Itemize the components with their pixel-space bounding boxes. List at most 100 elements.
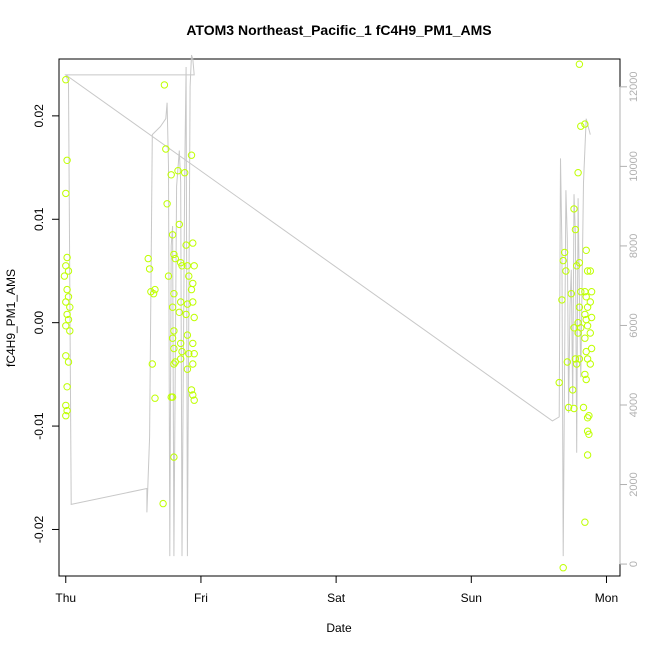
y2-tick-label: 6000 <box>628 313 640 337</box>
data-point <box>575 60 584 68</box>
y-tick-label: 0.00 <box>32 311 46 335</box>
data-point <box>183 365 192 373</box>
data-point <box>575 355 584 363</box>
data-point <box>62 401 70 410</box>
y-axis-label: fC4H9_PM1_AMS <box>4 269 18 367</box>
data-point <box>190 262 198 270</box>
data-point <box>177 298 185 306</box>
y2-axis: 0 2000 4000 6000 8000 10000 12000 <box>619 72 640 567</box>
data-point <box>182 241 190 249</box>
data-point <box>189 298 197 306</box>
data-point <box>63 383 71 391</box>
data-point <box>64 315 73 324</box>
data-point <box>189 279 197 288</box>
x-tick-label: Mon <box>595 591 618 605</box>
line-series <box>64 54 591 557</box>
data-point <box>178 262 186 270</box>
data-point <box>571 225 580 234</box>
data-point <box>168 231 177 239</box>
data-point <box>170 250 178 259</box>
data-point <box>583 414 592 422</box>
data-point <box>175 220 184 229</box>
data-point <box>190 396 198 404</box>
data-point <box>170 453 178 461</box>
data-point <box>571 355 580 363</box>
data-point <box>575 259 584 267</box>
y2-tick-label: 12000 <box>628 72 640 103</box>
y2-tick-label: 8000 <box>628 234 640 258</box>
data-point <box>60 272 69 280</box>
data-point <box>559 564 567 572</box>
data-point <box>567 290 575 298</box>
data-point <box>163 200 171 208</box>
data-point <box>585 430 593 438</box>
data-point <box>190 350 198 358</box>
data-point <box>583 322 592 330</box>
data-point <box>170 327 178 335</box>
data-point <box>178 347 186 356</box>
data-point <box>168 303 177 311</box>
data-point <box>577 288 585 296</box>
x-tick-label: Fri <box>194 591 208 605</box>
data-point <box>582 293 590 301</box>
data-point <box>559 256 567 265</box>
data-point <box>64 358 73 366</box>
x-tick-label: Thu <box>55 591 76 605</box>
data-point <box>586 298 594 306</box>
data-point <box>189 391 197 399</box>
data-point <box>190 313 198 322</box>
data-point <box>581 334 589 342</box>
data-point <box>574 169 582 177</box>
data-point <box>187 386 196 394</box>
x-tick-label: Sat <box>327 591 346 605</box>
data-point <box>159 499 167 508</box>
data-point <box>586 360 594 368</box>
data-point <box>189 360 197 368</box>
data-point <box>63 156 71 165</box>
data-point <box>586 329 594 337</box>
data-point <box>62 322 70 330</box>
data-point <box>558 296 566 304</box>
data-point <box>581 120 589 128</box>
data-point <box>63 253 71 262</box>
y-tick-label: 0.02 <box>32 104 46 128</box>
data-point <box>162 145 170 153</box>
data-point <box>587 344 596 353</box>
data-point <box>170 360 178 368</box>
data-point <box>151 285 159 294</box>
data-point <box>171 254 180 263</box>
data-point <box>564 403 573 412</box>
data-point <box>144 254 152 263</box>
data-point <box>148 360 157 368</box>
data-point <box>575 303 584 311</box>
x-tick-label: Sun <box>461 591 482 605</box>
data-point <box>64 267 73 275</box>
data-point <box>570 404 578 413</box>
data-point <box>185 350 193 358</box>
data-point <box>66 327 74 335</box>
data-point <box>577 324 585 332</box>
data-point <box>160 81 169 89</box>
data-point <box>62 352 70 360</box>
y2-tick-label: 10000 <box>628 151 640 182</box>
y-axis: -0.02 -0.01 0.00 0.01 0.02 <box>32 104 60 543</box>
data-point <box>63 310 71 319</box>
data-point <box>189 339 197 348</box>
data-point <box>582 347 590 356</box>
data-point <box>167 171 175 179</box>
y-tick-label: 0.01 <box>32 207 46 231</box>
data-point <box>555 378 563 387</box>
data-point <box>62 189 70 198</box>
chart-title: ATOM3 Northeast_Pacific_1 fC4H9_PM1_AMS <box>186 22 491 38</box>
data-point <box>577 122 585 130</box>
data-point <box>62 76 70 84</box>
data-point <box>175 308 184 316</box>
data-point <box>181 169 189 177</box>
data-point <box>187 151 196 159</box>
data-point <box>174 167 182 175</box>
data-point <box>581 310 589 319</box>
data-point <box>587 313 596 322</box>
data-point <box>63 406 71 415</box>
data-point <box>587 288 596 296</box>
scatter-series <box>60 60 596 572</box>
